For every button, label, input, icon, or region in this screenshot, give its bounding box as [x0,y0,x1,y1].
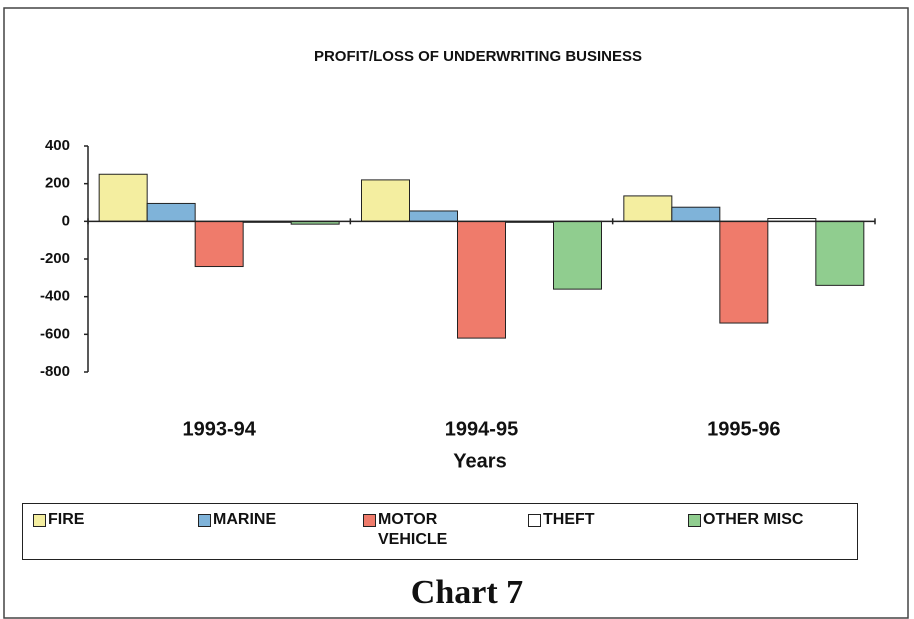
legend: FIRE MARINE MOTOR VEHICLE THEFT OTHER MISC [22,503,858,560]
bar [553,220,602,290]
legend-swatch [528,514,541,527]
legend-label: OTHER MISC [703,511,804,528]
legend-swatch [33,514,46,527]
bar [146,202,196,222]
x-tick-label: 1995-96 [707,418,780,440]
y-tick-label: -200 [40,250,70,267]
legend-label: MARINE [213,511,277,528]
x-tick-label: 1994-95 [445,418,518,440]
legend-label: FIRE [48,511,85,528]
chart-title: PROFIT/LOSS OF UNDERWRITING BUSINESS [314,48,642,65]
y-tick-label: -800 [40,363,70,380]
legend-swatch [688,514,701,527]
y-tick-label: 400 [45,137,70,154]
bar [457,220,506,339]
bar [623,195,673,222]
y-tick-label: -400 [40,288,70,305]
legend-swatch [363,514,376,527]
bar [98,173,148,222]
y-tick-label: -600 [40,325,70,342]
legend-swatch [198,514,211,527]
legend-label: MOTOR VEHICLE [378,511,448,548]
bar [409,210,458,222]
bar [719,220,769,324]
bar [815,220,865,286]
x-axis-label: Years [453,450,506,472]
frame [3,7,909,619]
caption: Chart 7 [411,574,523,611]
y-tick-label: 0 [62,212,70,229]
y-tick-label: 200 [45,175,70,192]
bar [194,220,244,268]
bar [671,206,721,222]
legend-label: THEFT [543,511,595,528]
bar [361,179,410,222]
x-tick-label: 1993-94 [182,418,256,440]
